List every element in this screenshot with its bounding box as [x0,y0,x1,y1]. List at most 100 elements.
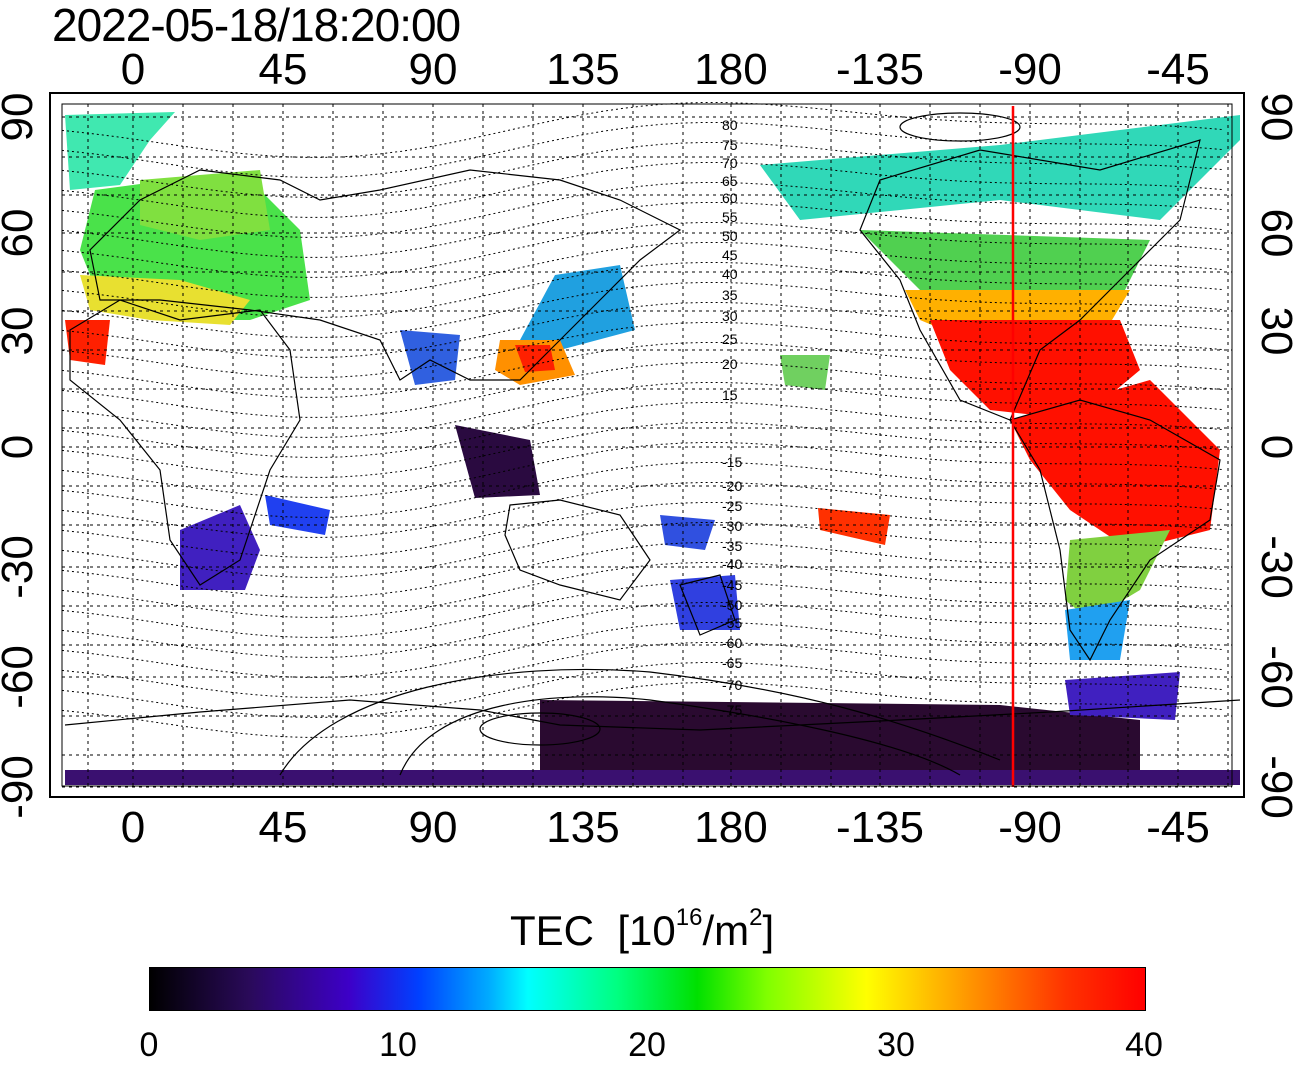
contour-label-23: -60 [722,635,742,651]
tec-patch-antarctica [540,700,1140,775]
lon-tick-top-7: -45 [1146,45,1210,94]
lat-tick-left-4: -30 [0,535,42,599]
magnetic-contour-16 [61,422,1223,478]
colorbar-unit-exponent-2: 2 [749,904,763,931]
colorbar-tick-3: 30 [877,1026,915,1064]
magnetic-contour-12 [61,342,1223,398]
colorbar-unit-prefix: [10 [617,907,676,954]
magnetic-contour-19 [61,482,1223,538]
magnetic-contour-27 [61,642,1223,698]
lat-tick-right-2: 30 [1252,306,1294,356]
magnetic-contour-24 [61,582,1223,638]
contour-label-0: 80 [722,117,738,133]
contour-label-8: 40 [722,266,738,282]
tec-patch-antarctic-strip [65,770,1240,785]
contour-label-19: -40 [722,556,742,572]
colorbar-tick-1: 10 [379,1026,417,1064]
tec-patch-indonesia [455,425,540,498]
colorbar-unit-mid: /m [702,907,750,954]
tec-patch-tasman [660,515,715,550]
magnetic-contour-0 [61,102,1223,158]
colorbar-unit-suffix: ] [762,907,775,954]
contour-label-12: 20 [722,356,738,372]
magnetic-contour-6 [61,222,1223,278]
plot-inner-frame [61,103,1233,787]
colorbar-tick-4: 40 [1125,1026,1163,1064]
magnetic-contour-17 [61,442,1223,498]
tec-patch-japan [520,265,635,350]
colorbar-gradient [149,967,1146,1011]
contour-label-11: 25 [722,331,738,347]
contour-label-25: -70 [722,677,742,693]
contour-label-10: 30 [722,308,738,324]
tec-patch-south-pacific [818,508,890,545]
contour-label-6: 50 [722,228,738,244]
lat-tick-right-5: -60 [1252,645,1294,709]
lat-tick-right-1: 60 [1252,208,1294,258]
magnetic-contour-20 [61,502,1223,558]
lon-tick-top-0: 0 [120,45,146,94]
magnetic-contour-22 [61,542,1223,598]
lon-tick-bot-7: -45 [1146,803,1210,852]
magnetic-contour-29 [61,682,1223,738]
colorbar-tick-2: 20 [628,1026,666,1064]
tec-data-layer [65,112,1240,785]
tec-patch-mexico [930,320,1140,420]
contour-label-13: 15 [722,387,738,403]
lat-tick-left-1: 60 [0,208,42,258]
colorbar-tick-0: 0 [139,1026,159,1064]
magnetic-contour-14 [61,382,1223,438]
lon-tick-bot-1: 45 [258,803,308,852]
contour-label-16: -25 [722,498,742,514]
lon-tick-top-4: 180 [694,45,768,94]
tec-patch-south-america [1010,380,1220,550]
lat-tick-right-4: -30 [1252,535,1294,599]
lat-tick-left-3: 0 [0,435,42,459]
lon-tick-bot-4: 180 [694,803,768,852]
contour-label-18: -35 [722,538,742,554]
lat-tick-right-6: -90 [1252,755,1294,819]
contour-label-2: 70 [722,155,738,171]
contour-label-22: -55 [722,615,742,631]
lat-lon-grid [62,104,1232,788]
contour-label-5: 55 [722,209,738,225]
magnetic-contour-10 [61,302,1223,358]
contour-label-1: 75 [722,137,738,153]
magnetic-contour-28 [61,662,1223,718]
lat-tick-left-0: 90 [0,92,42,142]
magnetic-contour-25 [61,602,1223,658]
contour-label-21: -50 [722,597,742,613]
magnetic-contour-11 [61,322,1223,378]
tec-patch-south-africa [180,505,260,590]
contour-label-15: -20 [722,478,742,494]
magnetic-contour-2 [61,142,1223,198]
colorbar-unit-exponent: 16 [675,904,703,931]
lon-tick-top-3: 135 [546,45,620,94]
lon-tick-bot-0: 0 [120,803,146,852]
tec-patch-argentina [1065,530,1170,620]
magnetic-contour-3 [61,162,1223,218]
contour-label-9: 35 [722,287,738,303]
tec-patch-arctic-america [760,115,1240,220]
lon-tick-top-5: -135 [835,45,925,94]
contour-label-26: -75 [722,702,742,718]
colorbar-title: TEC [1016/m2] [510,904,774,955]
lon-tick-top-1: 45 [258,45,308,94]
contour-label-20: -45 [722,577,742,593]
tec-patch-nordic [140,170,270,240]
tec-patch-weddell [1065,672,1180,720]
tec-patch-patagonia [1065,600,1130,660]
magnetic-contour-5 [61,202,1223,258]
tec-patch-china-core [515,345,555,372]
lat-tick-left-2: 30 [0,306,42,356]
tec-patch-india [400,330,460,385]
contour-label-24: -65 [722,655,742,671]
tec-patch-new-zealand [670,575,740,630]
magnetic-contour-1 [61,122,1223,178]
contour-label-17: -30 [722,518,742,534]
lon-tick-bot-6: -90 [998,803,1062,852]
contour-label-7: 45 [722,247,738,263]
